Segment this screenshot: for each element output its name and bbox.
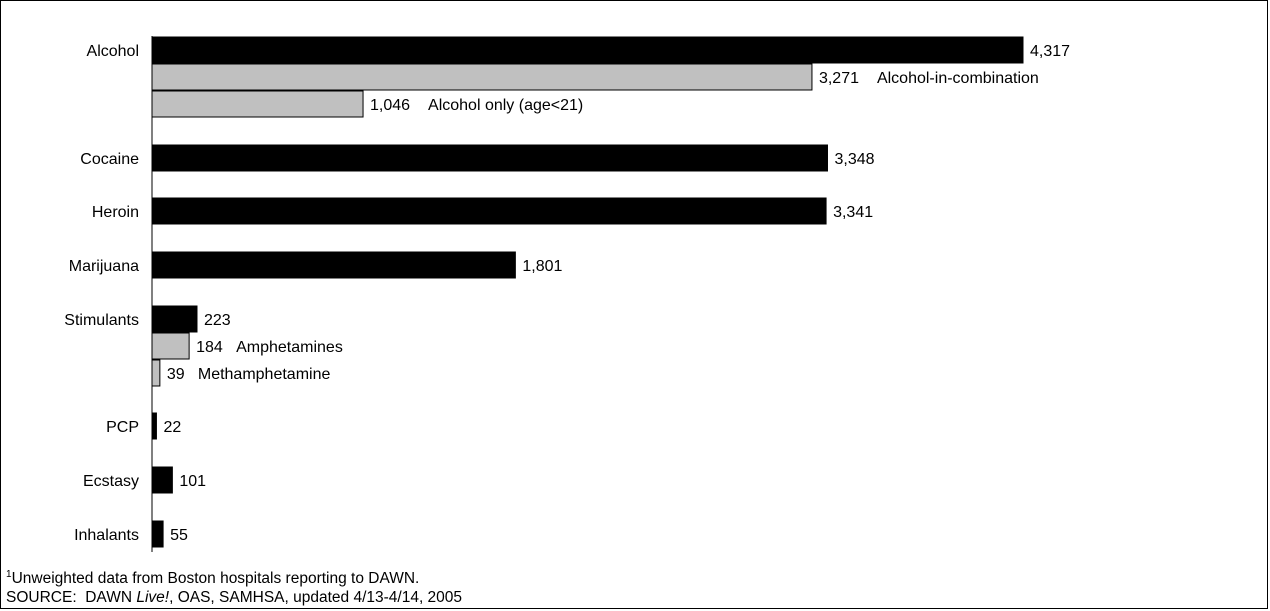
sub-name-label-amphetamines: Amphetamines bbox=[236, 339, 343, 356]
bar-pcp bbox=[151, 412, 157, 440]
sub-bar-methamphetamine bbox=[151, 359, 161, 387]
bars-group: Alcohol 4,317 3,271 Alcohol-in-combination 1… bbox=[64, 36, 1070, 548]
sub-value-label-methamphetamine: 39 bbox=[167, 366, 185, 383]
value-label-pcp: 22 bbox=[163, 419, 181, 436]
bar-marijuana bbox=[151, 251, 516, 279]
source-italic: Live! bbox=[136, 589, 170, 607]
value-label-stimulants: 223 bbox=[204, 312, 231, 329]
source-prefix: SOURCE: DAWN bbox=[6, 589, 137, 607]
category-label-alcohol: Alcohol bbox=[87, 43, 139, 60]
category-label-inhalants: Inhalants bbox=[74, 527, 139, 544]
bar-cocaine bbox=[151, 144, 828, 172]
category-label-stimulants: Stimulants bbox=[64, 312, 139, 329]
source-suffix: , OAS, SAMHSA, updated 4/13-4/14, 2005 bbox=[169, 589, 463, 607]
category-label-marijuana: Marijuana bbox=[69, 258, 139, 275]
footnote-marker: 1 bbox=[6, 569, 12, 580]
value-label-cocaine: 3,348 bbox=[834, 151, 874, 168]
value-label-heroin: 3,341 bbox=[833, 204, 873, 221]
bar-ecstasy bbox=[151, 466, 173, 494]
value-label-alcohol: 4,317 bbox=[1030, 43, 1070, 60]
bar-heroin bbox=[151, 197, 827, 225]
value-label-marijuana: 1,801 bbox=[522, 258, 562, 275]
category-label-cocaine: Cocaine bbox=[80, 151, 139, 168]
sub-bar-amphetamines bbox=[151, 332, 190, 360]
sub-bar-alcohol-only-age-21 bbox=[151, 90, 364, 118]
source-line: SOURCE: DAWN Live!, OAS, SAMHSA, updated… bbox=[6, 588, 462, 607]
sub-name-label-alcohol-only-age-21: Alcohol only (age<21) bbox=[428, 97, 583, 114]
sub-name-label-alcohol-in-combination: Alcohol-in-combination bbox=[877, 70, 1039, 87]
category-label-pcp: PCP bbox=[106, 419, 139, 436]
footnote-text: Unweighted data from Boston hospitals re… bbox=[11, 570, 420, 588]
sub-value-label-alcohol-only-age-21: 1,046 bbox=[370, 97, 410, 114]
bar-chart: Alcohol 4,317 3,271 Alcohol-in-combination 1… bbox=[64, 36, 1070, 552]
bar-stimulants bbox=[151, 305, 198, 333]
value-label-inhalants: 55 bbox=[170, 527, 188, 544]
bar-alcohol bbox=[151, 36, 1024, 64]
category-label-heroin: Heroin bbox=[92, 204, 139, 221]
sub-name-label-methamphetamine: Methamphetamine bbox=[198, 366, 331, 383]
footnote: 1Unweighted data from Boston hospitals r… bbox=[6, 565, 462, 607]
footnote-line-1: 1Unweighted data from Boston hospitals r… bbox=[6, 565, 462, 588]
sub-value-label-alcohol-in-combination: 3,271 bbox=[819, 70, 859, 87]
category-label-ecstasy: Ecstasy bbox=[83, 473, 139, 490]
sub-bar-alcohol-in-combination bbox=[151, 63, 813, 91]
bar-inhalants bbox=[151, 520, 164, 548]
value-label-ecstasy: 101 bbox=[179, 473, 206, 490]
sub-value-label-amphetamines: 184 bbox=[196, 339, 223, 356]
